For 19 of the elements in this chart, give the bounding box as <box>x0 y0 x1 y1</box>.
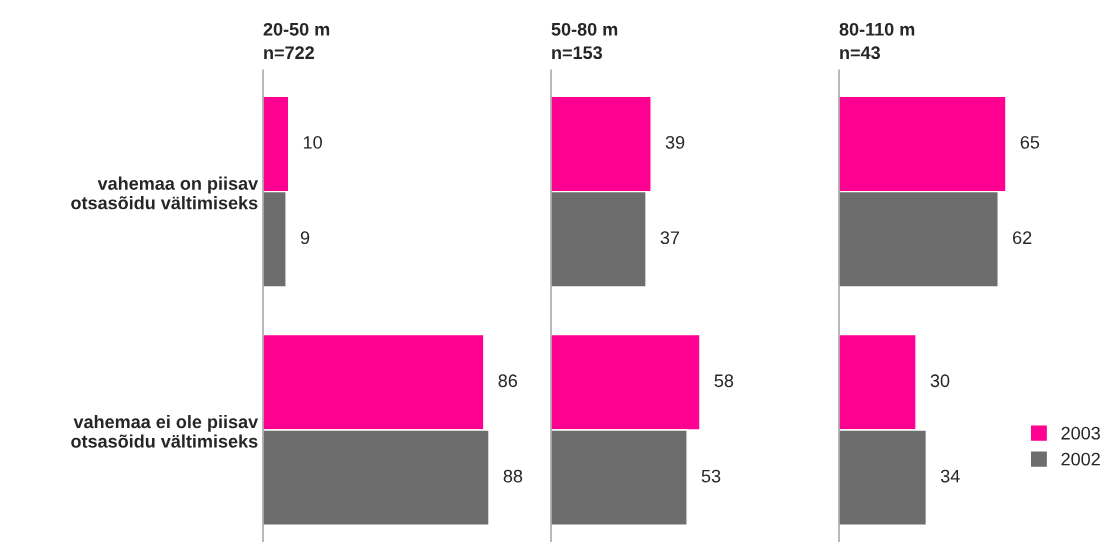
legend-label: 2003 <box>1061 426 1100 440</box>
data-label: 88 <box>503 469 523 483</box>
y-tick-label: vahemaa on piisav otsasõidu vältimiseks <box>71 176 259 210</box>
chart-title: 50-80 m n=153 <box>551 22 618 60</box>
data-label: 86 <box>498 374 518 388</box>
chart-title: 80-110 m n=43 <box>839 22 915 60</box>
data-label: 34 <box>940 469 960 483</box>
data-label: 53 <box>701 469 721 483</box>
data-label: 9 <box>300 231 310 245</box>
data-label: 37 <box>660 231 680 245</box>
y-tick-label: vahemaa ei ole piisav otsasõidu vältimiseks <box>71 415 259 448</box>
data-label: 65 <box>1020 135 1040 149</box>
data-label: 62 <box>1013 231 1032 245</box>
chart-title: 20-50 m n=722 <box>263 22 330 59</box>
data-label: 39 <box>665 135 685 149</box>
data-label: 10 <box>303 135 322 149</box>
legend-label: 2002 <box>1061 452 1100 466</box>
data-label: 58 <box>714 374 734 388</box>
data-label: 30 <box>930 374 950 388</box>
